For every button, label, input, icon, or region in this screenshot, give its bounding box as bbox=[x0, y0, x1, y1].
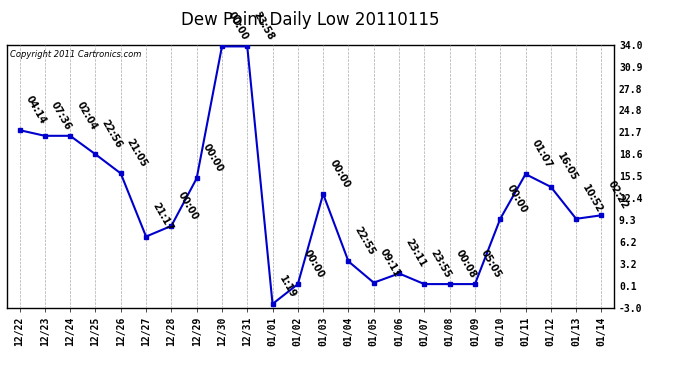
Text: 22:56: 22:56 bbox=[99, 118, 124, 150]
Text: 1:19: 1:19 bbox=[277, 274, 297, 300]
Text: 00:00: 00:00 bbox=[504, 183, 529, 214]
Text: 00:00: 00:00 bbox=[226, 10, 250, 42]
Text: 23:11: 23:11 bbox=[403, 237, 427, 269]
Text: 23:55: 23:55 bbox=[428, 248, 453, 280]
Text: 00:00: 00:00 bbox=[327, 158, 351, 190]
Text: Copyright 2011 Cartronics.com: Copyright 2011 Cartronics.com bbox=[10, 50, 141, 59]
Text: 23:58: 23:58 bbox=[251, 10, 275, 42]
Text: 00:00: 00:00 bbox=[175, 190, 199, 222]
Text: 07:36: 07:36 bbox=[49, 100, 73, 132]
Text: 02:04: 02:04 bbox=[75, 100, 99, 132]
Text: 00:00: 00:00 bbox=[302, 248, 326, 280]
Text: 02:22: 02:22 bbox=[606, 179, 630, 211]
Text: Dew Point Daily Low 20110115: Dew Point Daily Low 20110115 bbox=[181, 11, 440, 29]
Text: 21:05: 21:05 bbox=[125, 137, 149, 169]
Text: 04:14: 04:14 bbox=[23, 94, 48, 126]
Text: 00:00: 00:00 bbox=[201, 142, 225, 174]
Text: 00:08: 00:08 bbox=[454, 248, 478, 280]
Text: 09:11: 09:11 bbox=[378, 247, 402, 279]
Text: 01:07: 01:07 bbox=[530, 138, 554, 170]
Text: 10:52: 10:52 bbox=[580, 183, 604, 214]
Text: 05:05: 05:05 bbox=[479, 248, 503, 280]
Text: 22:55: 22:55 bbox=[353, 225, 377, 257]
Text: 21:17: 21:17 bbox=[150, 201, 175, 232]
Text: 16:05: 16:05 bbox=[555, 151, 579, 183]
